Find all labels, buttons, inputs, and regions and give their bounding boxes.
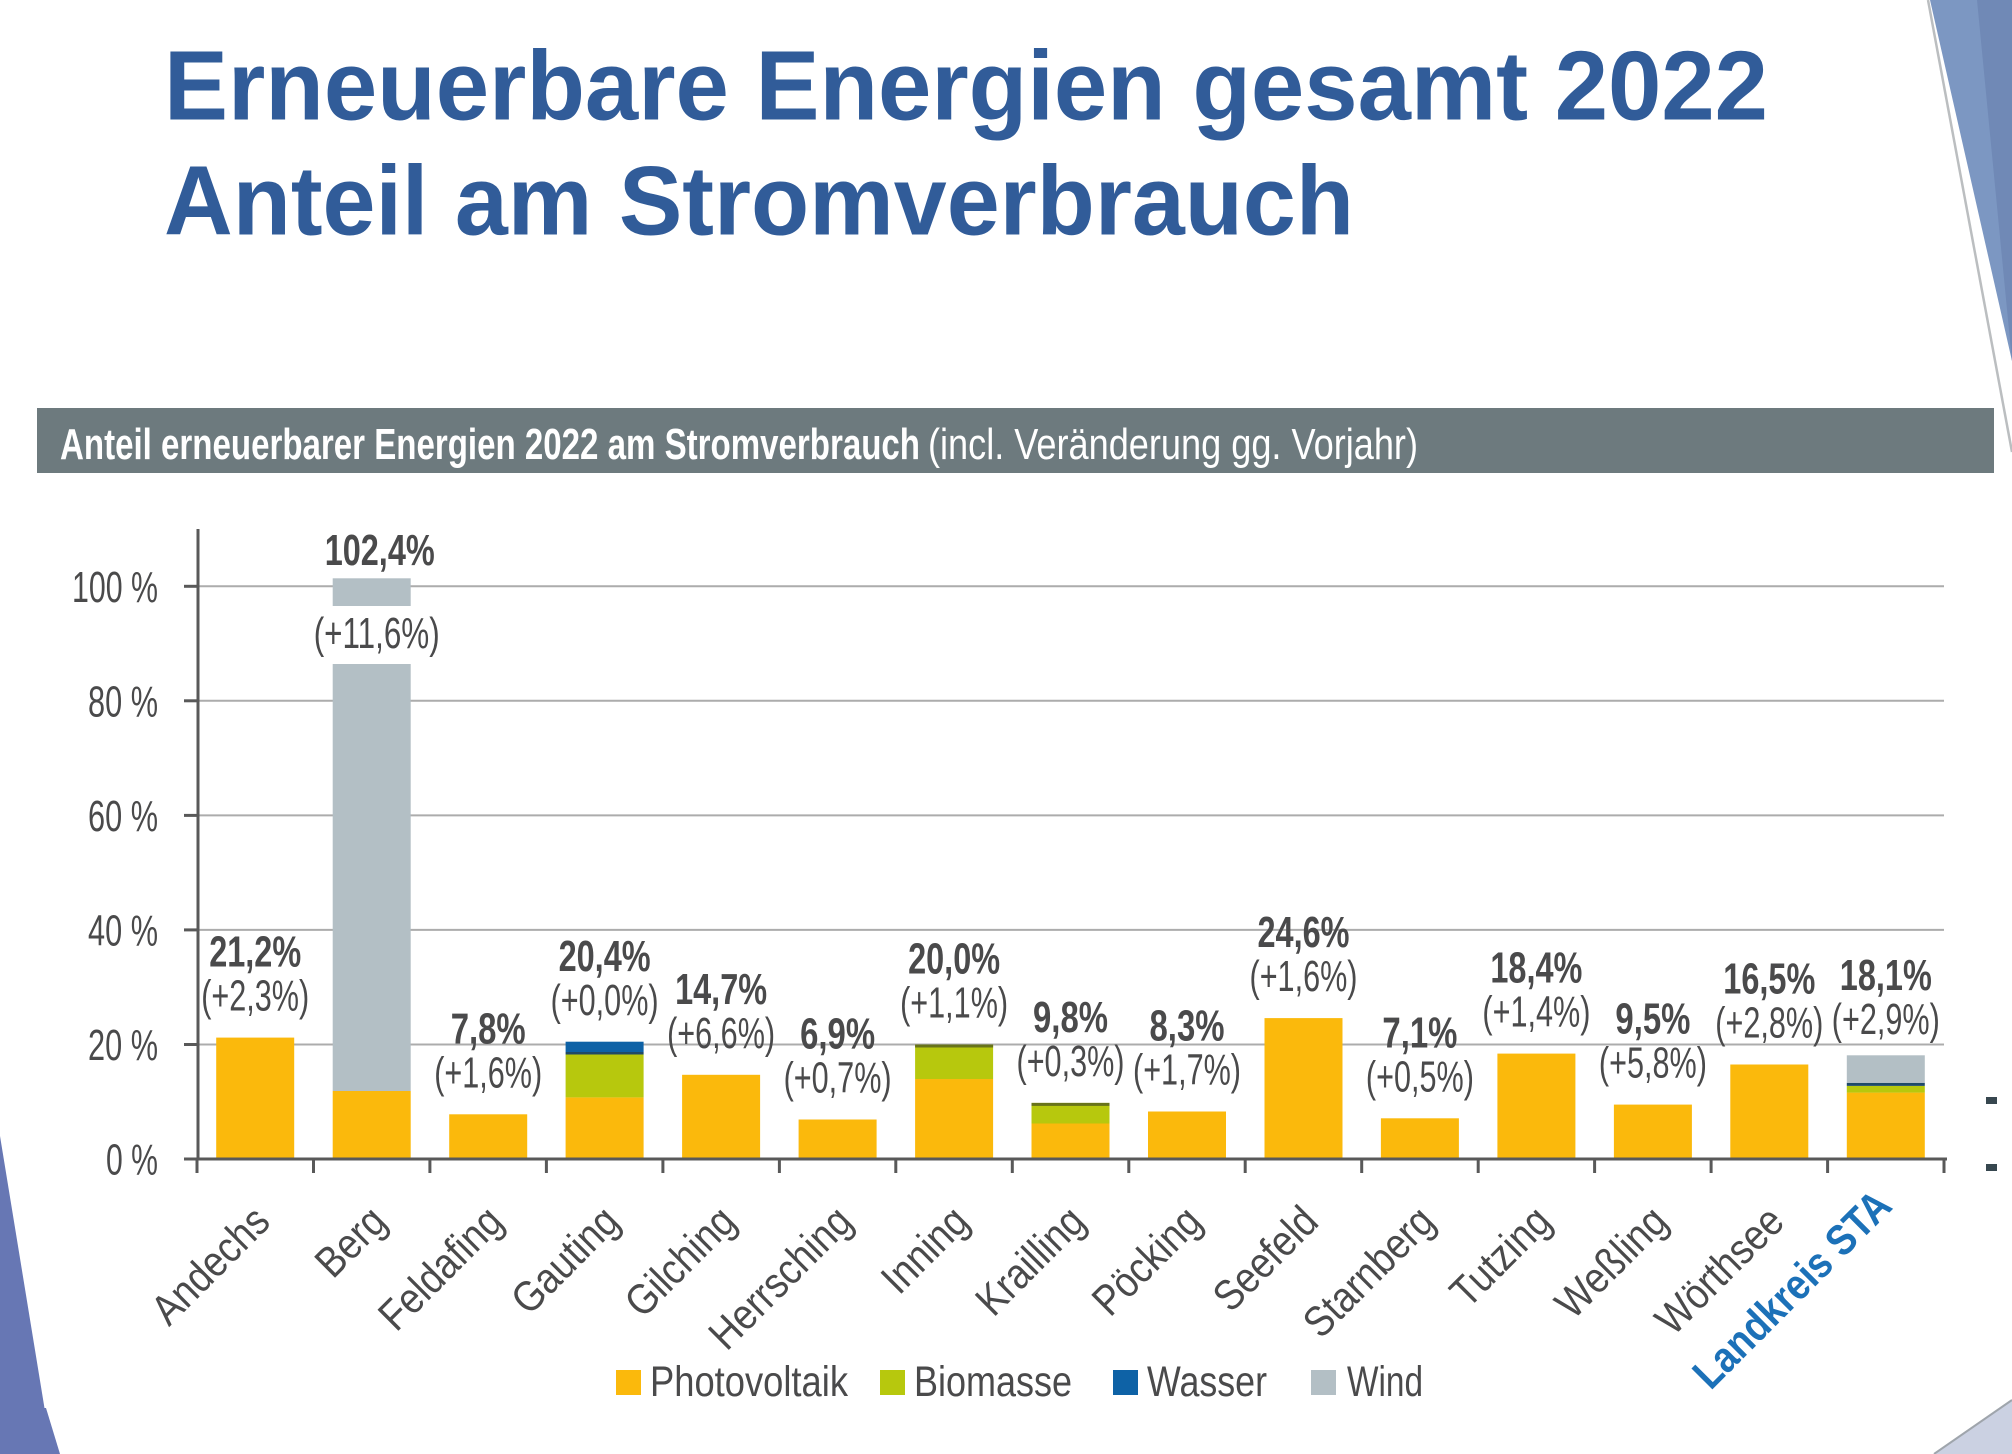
svg-text:9,8%: 9,8% — [1033, 993, 1108, 1042]
svg-text:(+2,8%): (+2,8%) — [1715, 999, 1823, 1048]
svg-text:8,3%: 8,3% — [1150, 1002, 1225, 1051]
svg-text:(+2,9%): (+2,9%) — [1832, 995, 1940, 1044]
svg-text:Photovoltaik: Photovoltaik — [650, 1358, 848, 1406]
svg-text:(+2,3%): (+2,3%) — [201, 972, 309, 1021]
svg-text:60 %: 60 % — [88, 792, 158, 841]
svg-text:6,9%: 6,9% — [800, 1010, 875, 1059]
svg-text:(+5,8%): (+5,8%) — [1599, 1039, 1707, 1088]
svg-text:0 %: 0 % — [106, 1136, 158, 1185]
svg-text:(+0,7%): (+0,7%) — [784, 1054, 892, 1103]
svg-text:102,4%: 102,4% — [325, 526, 435, 575]
svg-text:(+1,7%): (+1,7%) — [1133, 1046, 1241, 1095]
svg-text:7,1%: 7,1% — [1382, 1008, 1457, 1057]
svg-text:24,6%: 24,6% — [1258, 908, 1350, 957]
svg-text:Wasser: Wasser — [1147, 1358, 1267, 1406]
svg-text:(+1,6%): (+1,6%) — [1250, 952, 1358, 1001]
svg-text:(+1,4%): (+1,4%) — [1482, 988, 1590, 1037]
svg-text:80 %: 80 % — [88, 677, 158, 726]
svg-text:Wind: Wind — [1347, 1358, 1423, 1406]
svg-text:Biomasse: Biomasse — [914, 1358, 1072, 1406]
svg-text:7,8%: 7,8% — [451, 1004, 526, 1053]
svg-text:21,2%: 21,2% — [209, 928, 301, 977]
svg-text:Anteil erneuerbarer Energien 2: Anteil erneuerbarer Energien 2022 am Str… — [60, 420, 920, 469]
svg-text:(+1,6%): (+1,6%) — [434, 1048, 542, 1097]
svg-text:Anteil am Stromverbrauch: Anteil am Stromverbrauch — [164, 146, 1354, 256]
svg-text:18,1%: 18,1% — [1840, 951, 1932, 1000]
svg-text:Erneuerbare Energien gesamt 20: Erneuerbare Energien gesamt 2022 — [164, 31, 1768, 141]
svg-text:18,4%: 18,4% — [1490, 944, 1582, 993]
svg-text:(+1,1%): (+1,1%) — [900, 979, 1008, 1028]
svg-text:(incl. Veränderung gg. Vorjahr: (incl. Veränderung gg. Vorjahr) — [928, 420, 1418, 469]
svg-text:20 %: 20 % — [88, 1021, 158, 1070]
svg-text:(+0,3%): (+0,3%) — [1017, 1037, 1125, 1086]
svg-text:(+11,6%): (+11,6%) — [314, 609, 440, 658]
svg-text:20,0%: 20,0% — [908, 935, 1000, 984]
svg-text:40 %: 40 % — [88, 906, 158, 955]
svg-text:9,5%: 9,5% — [1615, 995, 1690, 1044]
svg-text:(+0,5%): (+0,5%) — [1366, 1052, 1474, 1101]
svg-text:20,4%: 20,4% — [559, 932, 651, 981]
svg-text:100 %: 100 % — [72, 563, 158, 612]
svg-text:(+6,6%): (+6,6%) — [667, 1009, 775, 1058]
svg-text:14,7%: 14,7% — [675, 965, 767, 1014]
svg-text:16,5%: 16,5% — [1723, 955, 1815, 1004]
svg-text:(+0,0%): (+0,0%) — [551, 976, 659, 1025]
